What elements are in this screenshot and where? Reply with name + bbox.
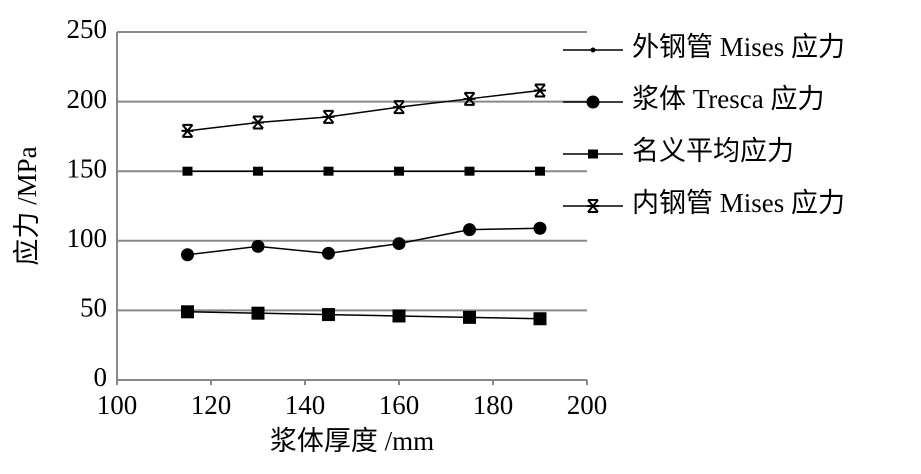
y-tick-label: 200 — [67, 84, 108, 114]
marker — [393, 100, 405, 115]
marker — [392, 309, 406, 323]
series-line — [187, 89, 541, 132]
marker — [392, 237, 406, 251]
marker — [587, 199, 599, 213]
marker — [533, 221, 547, 235]
marker — [182, 166, 193, 176]
marker — [534, 83, 546, 98]
x-tick-label: 140 — [285, 390, 326, 420]
marker — [464, 166, 475, 176]
legend-label: 名义平均应力 — [632, 136, 794, 166]
series-line — [187, 311, 541, 320]
y-tick-label: 50 — [80, 293, 107, 323]
marker — [322, 308, 335, 322]
marker — [535, 166, 545, 176]
marker — [322, 109, 335, 124]
x-tick-label: 180 — [473, 390, 514, 420]
legend-label: 浆体 Tresca 应力 — [632, 84, 825, 114]
marker — [181, 123, 194, 138]
y-axis-label: 应力 /MPa — [12, 146, 42, 265]
x-tick-label: 160 — [379, 390, 420, 420]
x-tick-label: 120 — [191, 390, 232, 420]
marker — [251, 239, 265, 253]
marker — [252, 115, 264, 130]
x-tick-label: 200 — [567, 390, 608, 420]
marker — [463, 310, 476, 324]
marker — [586, 95, 600, 109]
marker — [533, 312, 547, 326]
y-tick-label: 100 — [67, 223, 108, 253]
marker — [253, 166, 263, 176]
marker — [181, 305, 194, 319]
legend-label: 内钢管 Mises 应力 — [632, 188, 845, 218]
marker — [394, 166, 404, 176]
y-tick-label: 150 — [67, 153, 108, 183]
marker — [323, 166, 334, 176]
y-tick-label: 0 — [94, 362, 108, 392]
marker — [322, 246, 335, 260]
marker — [463, 91, 476, 106]
marker — [251, 306, 265, 320]
marker — [463, 223, 476, 237]
legend-label: 外钢管 Mises 应力 — [632, 32, 845, 62]
marker — [588, 149, 598, 159]
y-tick-label: 250 — [67, 14, 108, 44]
x-axis-label: 浆体厚度 /mm — [270, 426, 434, 456]
marker — [590, 47, 596, 53]
series-line — [187, 227, 541, 256]
x-tick-label: 100 — [97, 390, 138, 420]
marker — [181, 248, 194, 262]
